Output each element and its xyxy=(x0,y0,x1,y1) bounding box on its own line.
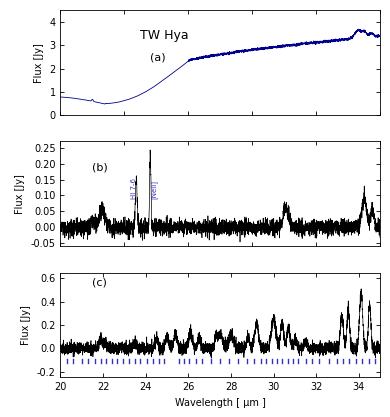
Text: (b): (b) xyxy=(92,163,108,173)
Text: HI 7-6: HI 7-6 xyxy=(131,178,136,198)
Y-axis label: Flux [Jy]: Flux [Jy] xyxy=(21,305,31,345)
X-axis label: Wavelength [ μm ]: Wavelength [ μm ] xyxy=(175,398,266,408)
Y-axis label: Flux [Jy]: Flux [Jy] xyxy=(15,174,25,214)
Text: (a): (a) xyxy=(150,53,166,63)
Text: TW Hya: TW Hya xyxy=(140,29,189,42)
Text: [NeII]: [NeII] xyxy=(150,180,157,198)
Text: (c): (c) xyxy=(92,277,107,287)
Y-axis label: Flux [Jy]: Flux [Jy] xyxy=(34,43,44,83)
